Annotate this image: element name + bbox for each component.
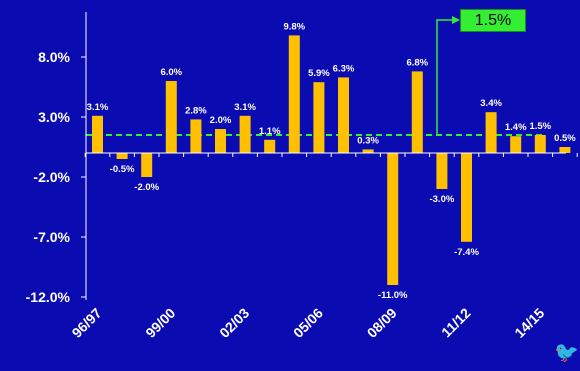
data-label: 3.1% xyxy=(87,102,109,113)
data-label: 5.9% xyxy=(308,68,330,79)
x-tick-label: 99/00 xyxy=(142,305,178,341)
bar-13/14 xyxy=(510,136,522,153)
x-tick-label: 96/97 xyxy=(69,305,105,341)
x-tick-label: 08/09 xyxy=(364,305,400,341)
bar-07/08 xyxy=(362,149,374,153)
average-connector xyxy=(436,19,458,135)
data-label: -11.0% xyxy=(378,290,408,301)
data-label: -3.0% xyxy=(429,194,454,205)
data-label: -0.5% xyxy=(110,164,135,175)
bar-02/03 xyxy=(239,115,251,153)
data-label: -2.0% xyxy=(134,182,159,193)
data-label: 0.3% xyxy=(357,135,379,146)
bar-11/12 xyxy=(461,153,472,242)
bar-15/16 xyxy=(559,147,571,153)
arrow-head-icon xyxy=(452,16,460,24)
bar-12/13 xyxy=(485,112,497,153)
y-tick-label: -7.0% xyxy=(33,229,70,245)
bar-98/99 xyxy=(141,153,153,177)
y-tick-label: 8.0% xyxy=(38,49,70,65)
bar-99/00 xyxy=(165,81,177,153)
x-tick-label: 11/12 xyxy=(438,305,474,341)
bar-04/05 xyxy=(288,35,300,153)
x-tick-label: 05/06 xyxy=(290,305,326,341)
bird-logo-icon: 🐦 xyxy=(554,342,579,364)
bar-09/10 xyxy=(411,71,423,153)
y-tick-label: -2.0% xyxy=(33,169,70,185)
bar-00/01 xyxy=(190,119,202,153)
average-callout: 1.5% xyxy=(460,9,526,32)
bar-03/04 xyxy=(264,139,276,153)
bar-05/06 xyxy=(313,82,325,153)
bar-08/09 xyxy=(387,153,399,285)
bar-06/07 xyxy=(338,77,349,153)
bar-96/97 xyxy=(92,115,103,153)
data-label: 3.4% xyxy=(480,98,502,109)
data-label: 2.0% xyxy=(210,115,232,126)
bar-97/98 xyxy=(116,153,128,159)
bar-01/02 xyxy=(215,129,226,153)
data-label: 6.3% xyxy=(333,63,355,74)
data-label: 9.8% xyxy=(283,21,305,32)
data-label: 1.5% xyxy=(529,121,551,132)
bar-10/11 xyxy=(436,153,448,189)
data-label: 1.1% xyxy=(259,126,281,137)
data-label: 1.4% xyxy=(505,122,527,133)
x-tick-label: 14/15 xyxy=(511,305,547,341)
data-label: 2.8% xyxy=(185,105,207,116)
x-tick-label: 02/03 xyxy=(216,305,252,341)
bar-14/15 xyxy=(534,135,546,153)
data-label: -7.4% xyxy=(454,247,479,258)
data-label: 6.8% xyxy=(406,57,428,68)
data-label: 0.5% xyxy=(554,133,576,144)
data-label: 6.0% xyxy=(160,67,182,78)
y-tick-label: 3.0% xyxy=(38,109,70,125)
y-tick-label: -12.0% xyxy=(26,289,71,305)
data-label: 3.1% xyxy=(234,102,256,113)
